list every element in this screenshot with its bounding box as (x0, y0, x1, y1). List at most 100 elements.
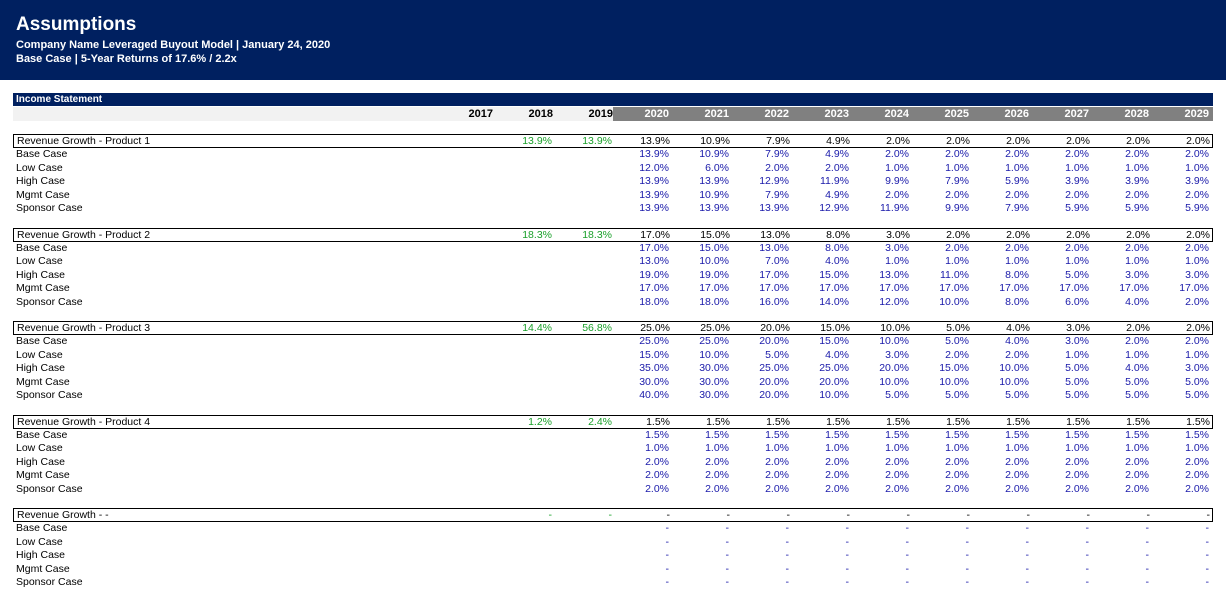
case-input-cell[interactable]: 1.0% (1125, 255, 1149, 267)
case-input-cell[interactable]: 1.0% (1005, 442, 1029, 454)
case-input-cell[interactable]: 2.0% (1005, 469, 1029, 481)
projected-value-cell[interactable]: 2.0% (1126, 322, 1150, 334)
projected-value-cell[interactable]: 2.0% (1126, 135, 1150, 147)
case-input-cell[interactable]: 10.0% (699, 348, 729, 361)
case-input-cell[interactable]: 10.9% (699, 148, 729, 160)
case-input-cell[interactable]: 1.5% (1125, 428, 1149, 441)
case-input-cell[interactable]: 1.0% (1065, 255, 1089, 267)
case-input-cell[interactable]: 17.0% (759, 282, 789, 294)
year-header-projected[interactable]: 2024 (884, 108, 909, 120)
projected-value-cell[interactable]: 25.0% (640, 322, 670, 334)
year-header-projected[interactable]: 2022 (764, 108, 789, 120)
case-input-cell[interactable]: 5.0% (1185, 389, 1209, 401)
case-input-cell[interactable]: 1.0% (1125, 442, 1149, 454)
historical-value-cell[interactable]: 2.4% (588, 415, 612, 428)
case-input-cell[interactable]: 1.0% (1005, 255, 1029, 267)
case-input-cell[interactable]: 1.0% (705, 442, 729, 454)
case-input-cell[interactable]: 16.0% (759, 295, 789, 308)
case-input-cell[interactable]: 2.0% (1185, 335, 1209, 347)
case-input-cell[interactable]: - (785, 576, 790, 588)
case-input-cell[interactable]: - (905, 522, 910, 534)
case-input-cell[interactable]: - (1145, 549, 1150, 561)
historical-value-cell[interactable]: - (548, 509, 553, 521)
case-input-cell[interactable]: 1.0% (1185, 442, 1209, 454)
case-input-cell[interactable]: 2.0% (705, 482, 729, 495)
case-input-cell[interactable]: 10.0% (999, 375, 1029, 388)
case-input-cell[interactable]: 2.0% (765, 161, 789, 174)
case-input-cell[interactable]: - (665, 549, 670, 561)
case-input-cell[interactable]: 2.0% (1125, 482, 1149, 495)
case-input-cell[interactable]: 2.0% (945, 455, 969, 468)
case-input-cell[interactable]: 5.0% (945, 389, 969, 401)
projected-value-cell[interactable]: 1.5% (946, 415, 970, 428)
case-input-cell[interactable]: 3.9% (1065, 175, 1089, 187)
case-input-cell[interactable]: 2.0% (945, 348, 969, 361)
projected-value-cell[interactable]: - (846, 509, 851, 521)
case-input-cell[interactable]: 2.0% (1065, 482, 1089, 495)
case-input-cell[interactable]: 1.5% (945, 428, 969, 441)
projected-value-cell[interactable]: 1.5% (766, 415, 790, 428)
case-input-cell[interactable]: 6.0% (705, 161, 729, 174)
case-input-cell[interactable]: 40.0% (639, 389, 669, 401)
case-input-cell[interactable]: 3.0% (1125, 268, 1149, 281)
case-input-cell[interactable]: 13.9% (759, 202, 789, 214)
case-input-cell[interactable]: 1.0% (825, 442, 849, 454)
case-input-cell[interactable]: 2.0% (1125, 148, 1149, 160)
case-input-cell[interactable]: 3.9% (1185, 175, 1209, 187)
case-input-cell[interactable]: 10.0% (819, 389, 849, 401)
projected-value-cell[interactable]: 17.0% (640, 228, 670, 241)
year-header-historical[interactable]: 2019 (588, 108, 613, 120)
projected-value-cell[interactable]: 1.5% (1006, 415, 1030, 428)
projected-value-cell[interactable]: - (906, 509, 911, 521)
case-input-cell[interactable]: 2.0% (1185, 482, 1209, 495)
case-input-cell[interactable]: - (965, 562, 970, 575)
case-input-cell[interactable]: 15.0% (819, 335, 849, 347)
projected-value-cell[interactable]: 2.0% (1126, 228, 1150, 241)
case-input-cell[interactable]: 2.0% (1125, 241, 1149, 254)
projected-value-cell[interactable]: 7.9% (766, 135, 790, 147)
case-input-cell[interactable]: 25.0% (639, 335, 669, 347)
projected-value-cell[interactable]: 20.0% (760, 322, 790, 334)
case-input-cell[interactable]: 12.0% (639, 161, 669, 174)
projected-value-cell[interactable]: - (666, 509, 671, 521)
projected-value-cell[interactable]: 1.5% (886, 415, 910, 428)
case-input-cell[interactable]: 2.0% (1065, 241, 1089, 254)
case-input-cell[interactable]: 1.5% (705, 428, 729, 441)
case-input-cell[interactable]: - (845, 576, 850, 588)
case-input-cell[interactable]: 2.0% (1065, 148, 1089, 160)
case-input-cell[interactable]: - (1025, 562, 1030, 575)
case-input-cell[interactable]: - (725, 522, 730, 534)
case-input-cell[interactable]: 13.9% (699, 202, 729, 214)
case-input-cell[interactable]: 1.0% (945, 161, 969, 174)
projected-value-cell[interactable]: - (1146, 509, 1151, 521)
case-input-cell[interactable]: 4.9% (825, 148, 849, 160)
case-input-cell[interactable]: 1.5% (1185, 428, 1209, 441)
projected-value-cell[interactable]: 5.0% (946, 322, 970, 334)
case-input-cell[interactable]: 13.9% (639, 188, 669, 201)
case-input-cell[interactable]: - (1085, 522, 1090, 534)
case-input-cell[interactable]: - (1145, 562, 1150, 575)
projected-value-cell[interactable]: - (1026, 509, 1031, 521)
case-input-cell[interactable]: - (725, 549, 730, 561)
case-input-cell[interactable]: 30.0% (699, 375, 729, 388)
case-input-cell[interactable]: 5.0% (1065, 375, 1089, 388)
case-input-cell[interactable]: 2.0% (1065, 469, 1089, 481)
case-input-cell[interactable]: 2.0% (765, 469, 789, 481)
case-input-cell[interactable]: 18.0% (699, 295, 729, 308)
projected-value-cell[interactable]: 2.0% (946, 228, 970, 241)
case-input-cell[interactable]: 2.0% (945, 148, 969, 160)
case-input-cell[interactable]: 11.0% (940, 268, 969, 281)
case-input-cell[interactable]: 7.9% (765, 188, 789, 201)
projected-value-cell[interactable]: 2.0% (1006, 135, 1030, 147)
case-input-cell[interactable]: 4.0% (825, 255, 849, 267)
case-input-cell[interactable]: 5.0% (1125, 389, 1149, 401)
case-input-cell[interactable]: 2.0% (885, 482, 909, 495)
projected-value-cell[interactable]: 1.5% (646, 415, 670, 428)
case-input-cell[interactable]: 2.0% (1065, 455, 1089, 468)
case-input-cell[interactable]: 25.0% (699, 335, 729, 347)
case-input-cell[interactable]: 3.9% (1125, 175, 1149, 187)
year-header-historical[interactable]: 2018 (528, 108, 553, 120)
case-input-cell[interactable]: 17.0% (1059, 282, 1089, 294)
case-input-cell[interactable]: 1.0% (765, 442, 789, 454)
case-input-cell[interactable]: 12.9% (819, 202, 849, 214)
